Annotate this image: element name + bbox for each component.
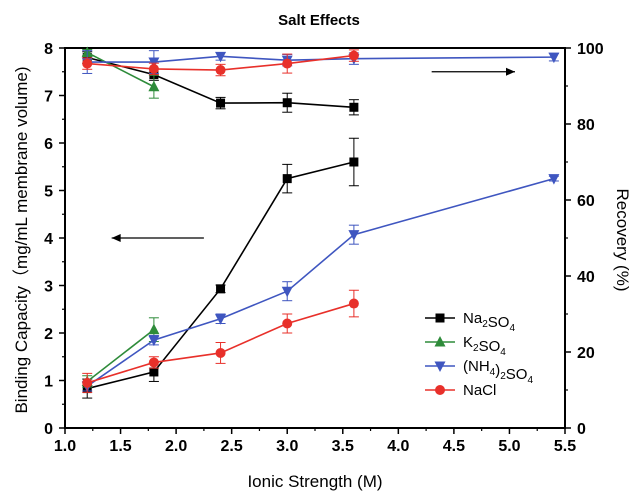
data-point <box>282 58 293 69</box>
series-binding_capacity-1 <box>81 317 160 388</box>
x-tick-label: 2.0 <box>165 438 187 455</box>
data-point <box>348 298 359 309</box>
x-tick-label: 3.0 <box>276 438 298 455</box>
legend-label: (NH4)2SO4 <box>463 358 533 386</box>
y-left-tick-label: 3 <box>44 279 53 296</box>
y-left-tick-label: 2 <box>44 326 53 343</box>
legend-label: NaCl <box>463 382 496 399</box>
data-point <box>215 51 227 63</box>
y-right-tick-label: 40 <box>577 269 595 286</box>
legend-label: K2SO4 <box>463 334 506 358</box>
data-point <box>216 284 226 294</box>
data-point <box>148 357 159 368</box>
y-axis-label-right: Recovery (%) <box>613 189 632 292</box>
legend-marker <box>435 313 445 323</box>
y-left-tick-label: 4 <box>44 231 53 248</box>
legend-entry-1: K2SO4 <box>425 334 506 358</box>
y-right-tick-label: 60 <box>577 193 595 210</box>
y-right-tick-label: 0 <box>577 421 586 438</box>
data-point <box>282 98 292 108</box>
x-tick-label: 1.5 <box>109 438 131 455</box>
y-left-tick-label: 8 <box>44 41 53 58</box>
y-left-tick-label: 6 <box>44 136 53 153</box>
chart-title: Salt Effects <box>278 12 360 29</box>
data-point <box>548 174 560 185</box>
data-point <box>82 377 93 388</box>
data-point <box>281 286 293 298</box>
series-binding_capacity-2 <box>81 174 560 393</box>
y-right-tick-label: 80 <box>577 117 595 134</box>
y-left-tick-label: 7 <box>44 89 53 106</box>
x-tick-label: 4.0 <box>387 438 409 455</box>
data-point <box>149 367 159 377</box>
data-point <box>548 52 560 64</box>
x-axis-label: Ionic Strength (M) <box>247 472 382 491</box>
series-recovery-7 <box>82 49 359 77</box>
arrow-right-head <box>506 67 515 76</box>
x-tick-label: 4.5 <box>443 438 465 455</box>
x-tick-label: 1.0 <box>54 438 76 455</box>
arrow-left-head <box>111 234 121 242</box>
x-tick-label: 2.5 <box>221 438 243 455</box>
y-left-tick-label: 1 <box>44 374 53 391</box>
data-point <box>148 323 160 335</box>
legend-entry-2: (NH4)2SO4 <box>425 358 533 386</box>
data-point <box>348 230 360 241</box>
axes: 1.0 1.5 2.0 2.5 3.0 3.5 4.0 4.5 5.0 5.50123456780… <box>44 41 604 455</box>
series-line <box>87 55 554 63</box>
data-point <box>282 174 292 184</box>
legend-entry-3: NaCl <box>425 382 496 399</box>
data-point <box>348 50 359 61</box>
legend-marker <box>434 361 446 372</box>
data-point <box>349 102 359 112</box>
y-left-tick-label: 5 <box>44 184 53 201</box>
series-binding_capacity-3 <box>82 289 359 393</box>
series-line <box>86 51 155 88</box>
data-point <box>148 63 159 74</box>
annotations <box>111 67 515 242</box>
data-point <box>349 157 359 167</box>
y-axis-label-left: Binding Capacity（mg/mL membrane volume) <box>12 66 31 413</box>
x-tick-label: 5.0 <box>498 438 520 455</box>
y-right-tick-label: 100 <box>577 41 604 58</box>
legend-marker <box>435 385 445 395</box>
data-point <box>82 58 93 69</box>
legend-entry-0: Na2SO4 <box>425 310 515 334</box>
data-point <box>148 335 160 347</box>
data-point <box>148 80 160 92</box>
legend-marker <box>434 336 446 347</box>
x-tick-label: 5.5 <box>554 438 576 455</box>
series-recovery-5 <box>81 46 160 99</box>
data-point <box>215 314 227 325</box>
series-line <box>86 329 155 383</box>
y-right-tick-label: 20 <box>577 345 595 362</box>
series-line <box>86 177 555 387</box>
y-left-tick-label: 0 <box>44 421 53 438</box>
x-tick-label: 3.5 <box>332 438 354 455</box>
data-point <box>215 347 226 358</box>
data-point <box>215 65 226 76</box>
data-point <box>282 318 293 329</box>
legend-label: Na2SO4 <box>463 310 515 334</box>
series-layer <box>81 46 560 399</box>
data-point <box>216 98 226 108</box>
